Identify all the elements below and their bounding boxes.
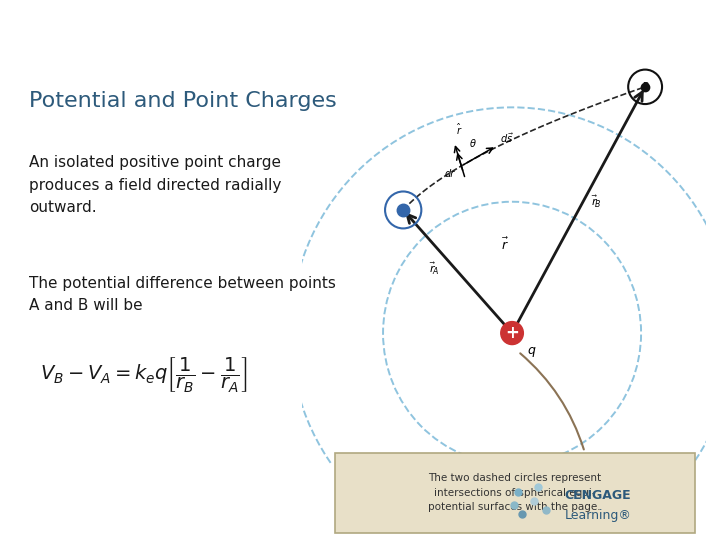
Text: dr: dr bbox=[445, 169, 455, 179]
Circle shape bbox=[501, 322, 523, 345]
Text: +: + bbox=[505, 324, 519, 342]
FancyBboxPatch shape bbox=[335, 453, 695, 533]
Text: An isolated positive point charge
produces a field directed radially
outward.: An isolated positive point charge produc… bbox=[29, 156, 282, 215]
Text: $\vec{r}_{\!A}$: $\vec{r}_{\!A}$ bbox=[429, 261, 440, 278]
Text: $\hat{r}$: $\hat{r}$ bbox=[456, 122, 462, 137]
Text: Learning®: Learning® bbox=[564, 509, 631, 522]
Text: $\vec{r}_{\!B}$: $\vec{r}_{\!B}$ bbox=[590, 193, 601, 210]
Text: The potential difference between points
A and B will be: The potential difference between points … bbox=[29, 276, 336, 313]
Text: $\theta$: $\theta$ bbox=[469, 138, 477, 150]
Text: q: q bbox=[527, 345, 535, 357]
Text: CENGAGE: CENGAGE bbox=[564, 489, 631, 502]
Text: $d\vec{s}$: $d\vec{s}$ bbox=[500, 131, 513, 145]
Text: $V_B - V_A = k_e q\left[\dfrac{1}{r_B} - \dfrac{1}{r_A}\right]$: $V_B - V_A = k_e q\left[\dfrac{1}{r_B} -… bbox=[40, 355, 247, 394]
Text: $\vec{r}$: $\vec{r}$ bbox=[501, 237, 509, 253]
Text: B: B bbox=[642, 82, 648, 91]
Text: Potential and Point Charges: Potential and Point Charges bbox=[29, 91, 336, 111]
Text: The two dashed circles represent
intersections of spherical equi-
potential surf: The two dashed circles represent interse… bbox=[428, 474, 601, 512]
Text: A: A bbox=[400, 205, 407, 214]
